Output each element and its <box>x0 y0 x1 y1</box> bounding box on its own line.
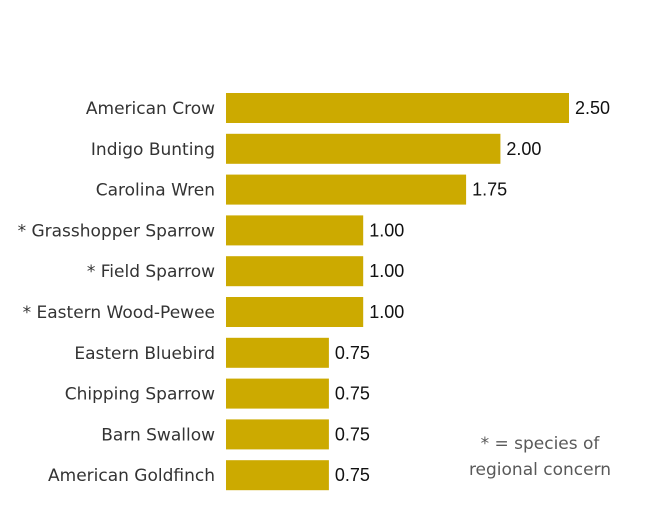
bar <box>226 174 467 205</box>
category-label: American Crow <box>86 99 215 119</box>
bar <box>226 297 364 327</box>
bar <box>226 460 329 491</box>
value-label: 2.00 <box>506 139 541 159</box>
value-label: 0.75 <box>335 465 370 485</box>
value-label: 1.00 <box>369 302 404 322</box>
bar <box>226 93 569 123</box>
category-labels-group: American Crow Indigo Bunting Carolina Wren… <box>18 99 216 486</box>
category-label: Carolina Wren <box>96 181 215 201</box>
value-label: 2.50 <box>575 98 610 118</box>
category-label: Eastern Bluebird <box>74 344 215 364</box>
bar <box>226 378 329 409</box>
bar <box>226 215 364 246</box>
category-label: * Eastern Wood-Pewee <box>23 303 215 323</box>
value-label: 1.00 <box>369 261 404 281</box>
category-label: Chipping Sparrow <box>65 385 215 405</box>
category-label: * Grasshopper Sparrow <box>18 221 216 241</box>
bar <box>226 419 329 450</box>
value-label: 0.75 <box>335 384 370 404</box>
category-label: American Goldfinch <box>48 466 215 486</box>
value-label: 1.75 <box>472 180 507 200</box>
bar <box>226 337 329 368</box>
bar <box>226 256 364 287</box>
note-line-1: * = species of <box>480 434 600 454</box>
value-label: 0.75 <box>335 424 370 444</box>
value-labels-group: 2.50 2.00 1.75 1.00 1.00 1.00 0.75 0.75 0.75 0.75 <box>335 98 610 485</box>
category-label: * Field Sparrow <box>87 262 215 282</box>
category-label: Barn Swallow <box>101 425 215 445</box>
category-label: Indigo Bunting <box>91 140 215 160</box>
value-label: 0.75 <box>335 343 370 363</box>
value-label: 1.00 <box>369 220 404 240</box>
note-line-2: regional concern <box>468 460 612 480</box>
bars-group <box>226 93 569 491</box>
regional-concern-note: * = species of regional concern <box>455 431 625 483</box>
bar <box>226 133 501 164</box>
